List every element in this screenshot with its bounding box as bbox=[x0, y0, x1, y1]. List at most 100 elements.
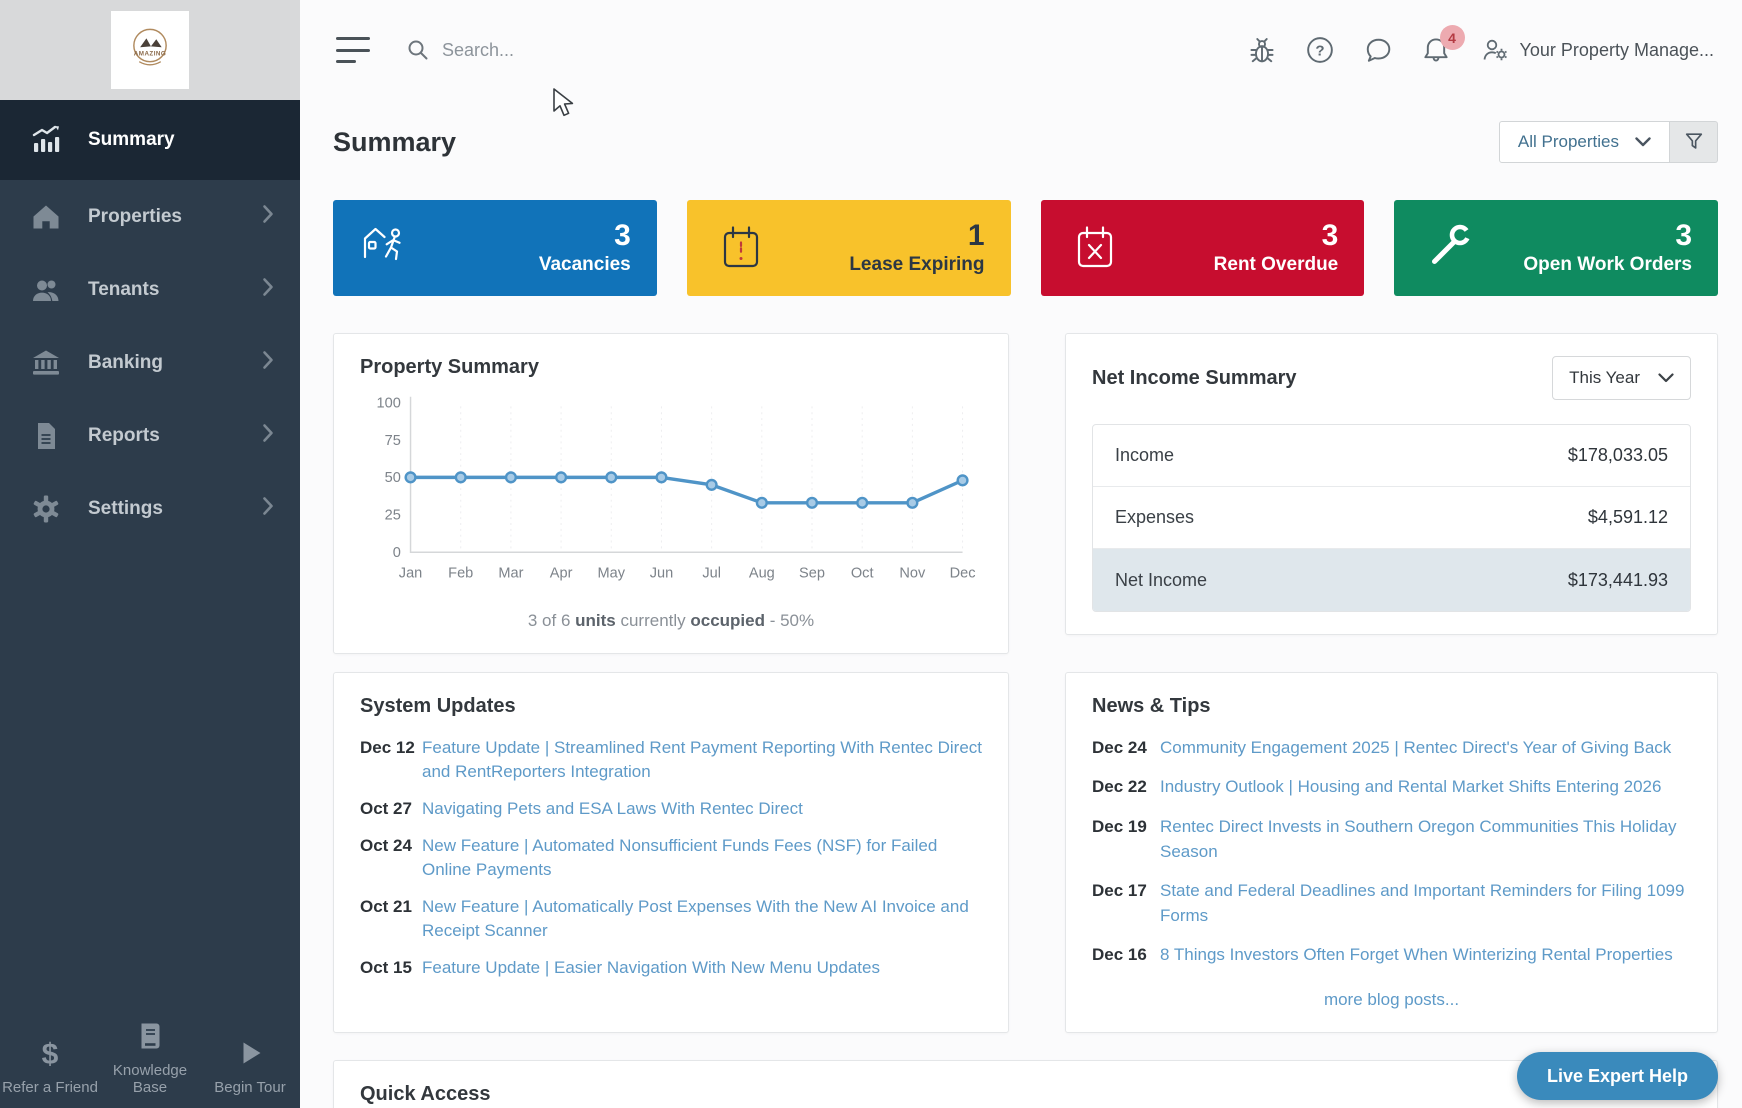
system-update-link[interactable]: Feature Update | Easier Navigation With … bbox=[422, 958, 880, 978]
filter-button[interactable] bbox=[1670, 121, 1718, 163]
stat-card[interactable]: 3 Open Work Orders bbox=[1394, 200, 1718, 296]
news-item: Dec 19 Rentec Direct Invests in Southern… bbox=[1092, 815, 1691, 864]
net-income-row-value: $178,033.05 bbox=[1567, 445, 1668, 465]
system-update-link[interactable]: Navigating Pets and ESA Laws With Rentec… bbox=[422, 798, 803, 818]
search-input[interactable] bbox=[442, 39, 672, 61]
period-select[interactable]: This Year bbox=[1552, 356, 1691, 400]
news-item-link[interactable]: State and Federal Deadlines and Importan… bbox=[1160, 881, 1685, 925]
chat-icon[interactable] bbox=[1364, 36, 1392, 64]
occupancy-caption-segment: - 50% bbox=[765, 610, 815, 630]
title-row: Summary All Properties bbox=[333, 120, 1718, 164]
svg-text:50: 50 bbox=[385, 470, 401, 486]
chevron-right-icon bbox=[262, 277, 274, 303]
occupancy-caption-segment: 3 of 6 bbox=[527, 610, 576, 630]
stat-card[interactable]: 3 Rent Overdue bbox=[1040, 200, 1365, 296]
stat-card-label: Lease Expiring bbox=[849, 254, 985, 276]
chevron-right-icon bbox=[262, 496, 274, 522]
sidebar-footer-label: Knowledge Base bbox=[112, 1062, 188, 1096]
news-item-link[interactable]: Rentec Direct Invests in Southern Oregon… bbox=[1160, 816, 1677, 861]
net-income-row-label: Net Income bbox=[1115, 569, 1208, 590]
top-bar: ? 4 Your Property Manage... bbox=[300, 0, 1742, 100]
news-item: Dec 17 State and Federal Deadlines and I… bbox=[1092, 879, 1691, 928]
news-item-link[interactable]: Industry Outlook | Housing and Rental Ma… bbox=[1160, 777, 1662, 797]
news-item-link[interactable]: 8 Things Investors Often Forget When Win… bbox=[1160, 945, 1673, 965]
sidebar-footer-item[interactable]: $ Refer a Friend bbox=[2, 1037, 98, 1096]
sidebar-footer-item[interactable]: Knowledge Base bbox=[102, 1020, 198, 1096]
sidebar-item[interactable]: Properties bbox=[0, 180, 300, 253]
company-logo-emblem: AMAZING bbox=[133, 28, 167, 66]
company-logo[interactable]: AMAZING bbox=[111, 11, 189, 89]
chevron-right-icon bbox=[262, 350, 274, 376]
menu-toggle-button[interactable] bbox=[336, 37, 370, 63]
funnel-icon bbox=[1685, 133, 1702, 149]
svg-text:Jan: Jan bbox=[399, 565, 422, 581]
lease-calendar-exclamation-icon bbox=[723, 226, 758, 268]
notifications-bell-icon[interactable]: 4 bbox=[1422, 25, 1465, 64]
play-icon bbox=[243, 1042, 261, 1064]
sidebar-item-summary[interactable]: Summary bbox=[0, 100, 300, 180]
svg-text:AMAZING: AMAZING bbox=[134, 50, 166, 57]
sidebar-footer-label: Begin Tour bbox=[214, 1079, 286, 1096]
notification-badge: 4 bbox=[1439, 25, 1465, 50]
stat-card[interactable]: 1 Lease Expiring bbox=[686, 200, 1011, 296]
system-update-date: Oct 15 bbox=[360, 958, 412, 978]
people-icon bbox=[33, 280, 59, 301]
news-item-date: Dec 16 bbox=[1092, 945, 1147, 965]
net-income-title: Net Income Summary bbox=[1092, 366, 1297, 389]
svg-text:$: $ bbox=[42, 1038, 59, 1069]
sidebar-footer-label: Refer a Friend bbox=[2, 1079, 98, 1096]
news-item-date: Dec 17 bbox=[1092, 881, 1147, 901]
sidebar-footer-item[interactable]: Begin Tour bbox=[202, 1037, 298, 1096]
svg-text:Sep: Sep bbox=[799, 565, 825, 581]
system-update-date: Oct 27 bbox=[360, 798, 412, 818]
sidebar-item[interactable]: Settings bbox=[0, 472, 300, 545]
property-summary-panel: Property Summary 0 25 50 75 100 Jan Feb Mar Apr M… bbox=[333, 333, 1009, 654]
svg-text:0: 0 bbox=[393, 545, 401, 561]
bank-icon bbox=[33, 350, 59, 375]
sidebar: AMAZING Summary bbox=[0, 0, 300, 1108]
more-blog-posts-link[interactable]: more blog posts... bbox=[1323, 990, 1460, 1010]
svg-text:Jun: Jun bbox=[650, 565, 673, 581]
net-income-row-value: $4,591.12 bbox=[1587, 507, 1668, 527]
property-filter-select[interactable]: All Properties bbox=[1498, 121, 1670, 163]
sidebar-item[interactable]: Reports bbox=[0, 399, 300, 472]
main-area: ? 4 Your Property Manage... Summary bbox=[300, 0, 1742, 1108]
sidebar-item[interactable]: Banking bbox=[0, 326, 300, 399]
news-tips-list: Dec 24 Community Engagement 2025 | Rente… bbox=[1092, 736, 1691, 968]
net-income-row-label: Expenses bbox=[1115, 507, 1195, 527]
property-filter-group: All Properties bbox=[1498, 121, 1718, 163]
help-icon[interactable]: ? bbox=[1306, 36, 1334, 64]
document-icon bbox=[38, 422, 55, 449]
news-item-link[interactable]: Community Engagement 2025 | Rentec Direc… bbox=[1160, 737, 1672, 757]
quick-access-panel: Quick Access Insurance Required 3 Review… bbox=[333, 1060, 1718, 1108]
bug-report-icon[interactable] bbox=[1248, 36, 1276, 64]
svg-text:Jul: Jul bbox=[702, 565, 721, 581]
sidebar-item-label: Properties bbox=[88, 205, 182, 227]
svg-text:May: May bbox=[598, 565, 626, 581]
sidebar-footer: $ Refer a Friend Knowledge Base bbox=[0, 1020, 300, 1096]
occupancy-caption-segment: occupied bbox=[690, 610, 765, 630]
search-icon bbox=[408, 40, 428, 60]
chevron-down-icon bbox=[1635, 137, 1651, 147]
stat-card[interactable]: 3 Vacancies bbox=[333, 200, 657, 296]
chevron-down-icon bbox=[1658, 373, 1674, 383]
news-item: Dec 24 Community Engagement 2025 | Rente… bbox=[1092, 736, 1691, 761]
svg-text:75: 75 bbox=[385, 433, 401, 449]
property-summary-title: Property Summary bbox=[360, 356, 539, 378]
search-box bbox=[406, 38, 672, 62]
svg-text:?: ? bbox=[1315, 42, 1324, 59]
svg-text:Mar: Mar bbox=[498, 565, 523, 581]
news-item: Dec 22 Industry Outlook | Housing and Re… bbox=[1092, 775, 1691, 800]
svg-text:Nov: Nov bbox=[899, 565, 926, 581]
system-update-link[interactable]: Feature Update | Streamlined Rent Paymen… bbox=[422, 737, 983, 782]
system-update-item: Oct 27 Navigating Pets and ESA Laws With… bbox=[360, 797, 982, 822]
system-update-link[interactable]: New Feature | Automated Nonsufficient Fu… bbox=[422, 835, 938, 880]
house-icon bbox=[33, 205, 59, 228]
dashboard-row-2: System Updates Dec 12 Feature Update | S… bbox=[333, 671, 1718, 1034]
live-expert-help-button[interactable]: Live Expert Help bbox=[1516, 1052, 1718, 1100]
user-menu[interactable]: Your Property Manage... bbox=[1480, 37, 1714, 63]
system-update-date: Oct 24 bbox=[360, 835, 412, 855]
sidebar-item[interactable]: Tenants bbox=[0, 253, 300, 326]
vacancy-house-person-icon bbox=[363, 227, 401, 261]
system-update-link[interactable]: New Feature | Automatically Post Expense… bbox=[422, 896, 969, 941]
